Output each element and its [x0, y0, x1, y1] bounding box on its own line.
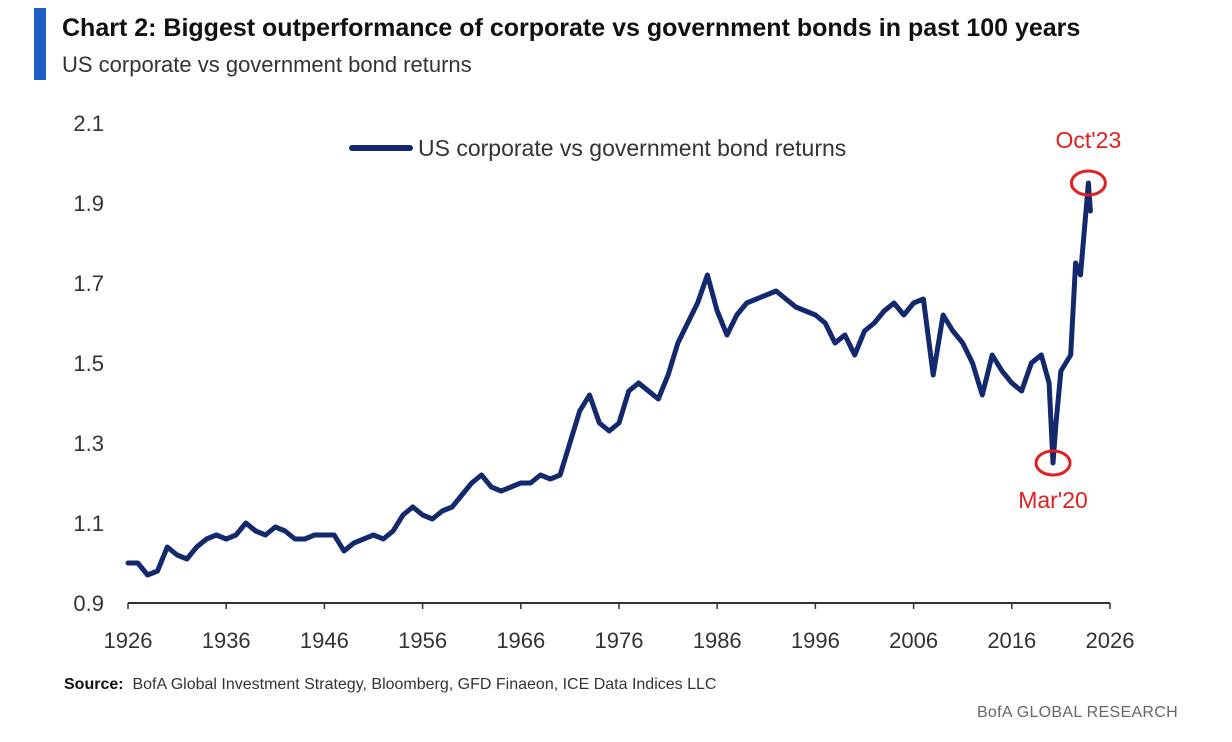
annotation-circle [1034, 449, 1072, 477]
annotation-label: Mar'20 [1018, 487, 1088, 513]
x-tick-label: 1976 [595, 628, 644, 653]
x-tick-label: 2026 [1086, 628, 1135, 653]
y-tick-label: 1.5 [73, 351, 104, 376]
source-label: Source: [64, 676, 124, 693]
annotation-label: Oct'23 [1056, 127, 1122, 153]
brand-label: BofA GLOBAL RESEARCH [976, 704, 1178, 721]
legend-label: US corporate vs government bond returns [418, 135, 846, 161]
x-tick-label: 1966 [496, 628, 545, 653]
y-tick-label: 0.9 [73, 591, 104, 616]
x-tick-label: 1986 [693, 628, 742, 653]
x-tick-label: 2006 [889, 628, 938, 653]
series-line [125, 180, 1093, 578]
chart-subtitle: US corporate vs government bond returns [62, 52, 472, 77]
x-tick-label: 1956 [398, 628, 447, 653]
x-tick-label: 1936 [202, 628, 251, 653]
annotation-circle [1069, 169, 1107, 197]
y-tick-label: 1.7 [73, 271, 104, 296]
source-text: BofA Global Investment Strategy, Bloombe… [132, 676, 717, 693]
y-tick-label: 1.1 [73, 511, 104, 536]
chart-title: Chart 2: Biggest outperformance of corpo… [62, 14, 1081, 42]
source-note: Source: BofA Global Investment Strategy,… [64, 676, 716, 694]
y-tick-label: 2.1 [73, 111, 104, 136]
y-tick-label: 1.3 [73, 431, 104, 456]
x-tick-label: 1946 [300, 628, 349, 653]
accent-bar [34, 8, 46, 80]
y-tick-label: 1.9 [73, 191, 104, 216]
x-tick-label: 2016 [987, 628, 1036, 653]
x-tick-label: 1996 [791, 628, 840, 653]
x-tick-label: 1926 [104, 628, 153, 653]
